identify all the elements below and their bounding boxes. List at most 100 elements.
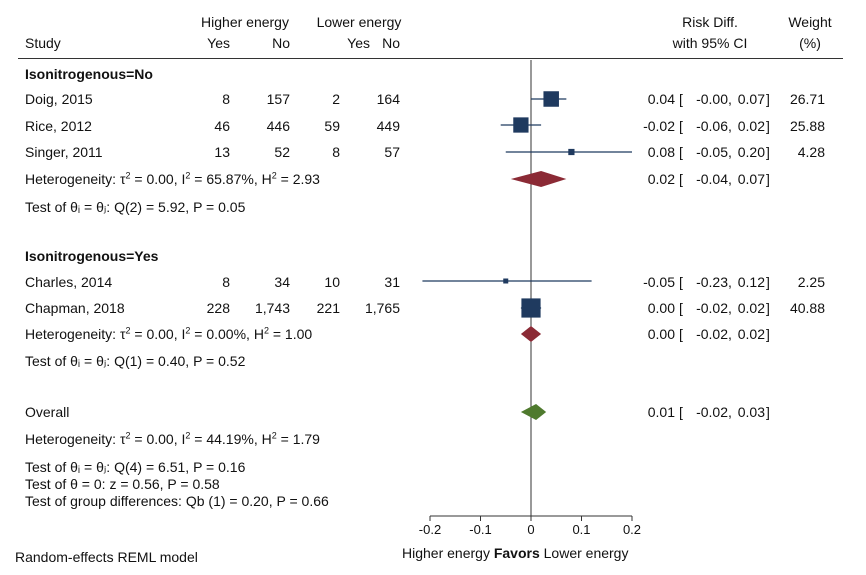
group2-yes-value: 59 (324, 118, 340, 134)
het-text: = 65.87%, H (190, 171, 272, 187)
test-theta-yes: Test of θᵢ = θⱼ: Q(1) = 0.40, P = 0.52 (25, 353, 246, 369)
weight-value: 26.71 (789, 91, 825, 107)
weight-value: 40.88 (789, 300, 825, 316)
group1-yes-value: 13 (214, 144, 230, 160)
test-theta-zero: Test of θ = 0: z = 0.56, P = 0.58 (25, 476, 220, 492)
rd-header-line1: Risk Diff. (682, 14, 738, 30)
ci-comma: , (728, 404, 732, 420)
group1-yes-header: Yes (207, 35, 230, 51)
group2-yes-value: 2 (332, 91, 340, 107)
ci-lower: -0.00 (696, 91, 728, 107)
ci-bracket-close: ] (766, 326, 770, 342)
header-rule (18, 58, 843, 59)
pooled-upper: 0.02 (737, 326, 765, 342)
ci-lower: -0.23 (696, 274, 728, 290)
het-text: = 0.00, I (130, 431, 186, 447)
rd-estimate: 0.00 (647, 300, 675, 316)
weight-header-line2: (%) (799, 35, 821, 51)
group2-no-value: 164 (376, 91, 400, 107)
pooled-lower: -0.02 (696, 326, 728, 342)
overall-rd: 0.01 (647, 404, 675, 420)
weight-value: 25.88 (789, 118, 825, 134)
het-text: Heterogeneity: τ (25, 326, 126, 342)
group1-yes-value: 8 (222, 274, 230, 290)
study-header: Study (25, 35, 61, 51)
rd-estimate: -0.05 (643, 274, 675, 290)
ci-bracket-close: ] (766, 404, 770, 420)
group2-yes-value: 10 (324, 274, 340, 290)
ci-bracket-close: ] (766, 118, 770, 134)
test-group-differences: Test of group differences: Qb (1) = 0.20… (25, 493, 329, 509)
group2-no-value: 1,765 (364, 300, 400, 316)
rd-header-line2: with 95% CI (672, 35, 748, 51)
group2-yes-value: 8 (332, 144, 340, 160)
het-text: Heterogeneity: τ (25, 431, 126, 447)
het-text: = 0.00, I (130, 171, 186, 187)
group1-header: Higher energy (201, 14, 289, 30)
ci-comma: , (728, 326, 732, 342)
het-text: = 1.79 (276, 431, 320, 447)
favors-left: Higher energy (402, 545, 490, 561)
group2-no-value: 31 (384, 274, 400, 290)
group1-yes-value: 46 (214, 118, 230, 134)
favors-mid: Favors (493, 545, 540, 561)
weight-value: 2.25 (797, 274, 825, 290)
overall-upper: 0.03 (737, 404, 765, 420)
x-tick-label: -0.1 (469, 522, 491, 537)
group1-no-value: 34 (274, 274, 290, 290)
ci-comma: , (728, 274, 732, 290)
group2-header: Lower energy (316, 14, 402, 30)
ci-bracket-open: [ (679, 274, 683, 290)
pooled-lower: -0.04 (696, 171, 728, 187)
study-name: Rice, 2012 (25, 118, 92, 134)
group2-no-value: 57 (384, 144, 400, 160)
het-text: = 2.93 (276, 171, 320, 187)
weight-value: 4.28 (797, 144, 825, 160)
pooled-diamond (520, 326, 542, 342)
pooled-upper: 0.07 (737, 171, 765, 187)
heterogeneity-overall: Heterogeneity: τ2 = 0.00, I2 = 44.19%, H… (25, 430, 320, 447)
group2-yes-header: Yes (347, 35, 370, 51)
study-name: Doig, 2015 (25, 91, 93, 107)
ci-bracket-close: ] (766, 171, 770, 187)
group2-no-header: No (382, 35, 400, 51)
test-theta-overall: Test of θᵢ = θⱼ: Q(4) = 6.51, P = 0.16 (25, 459, 246, 475)
het-text: = 0.00, I (130, 326, 186, 342)
study-box (568, 148, 575, 156)
ci-upper: 0.02 (737, 118, 765, 134)
ci-bracket-open: [ (679, 326, 683, 342)
overall-lower: -0.02 (696, 404, 728, 420)
ci-comma: , (728, 171, 732, 187)
x-tick-label: 0 (527, 522, 534, 537)
heterogeneity-no: Heterogeneity: τ2 = 0.00, I2 = 65.87%, H… (25, 170, 320, 187)
group1-no-header: No (272, 35, 290, 51)
pooled-rd: 0.02 (647, 171, 675, 187)
x-tick-label: 0.1 (572, 522, 590, 537)
group1-yes-value: 228 (206, 300, 230, 316)
subgroup-title-yes: Isonitrogenous=Yes (25, 248, 159, 264)
ci-bracket-open: [ (679, 404, 683, 420)
group1-yes-value: 8 (222, 91, 230, 107)
ci-upper: 0.07 (737, 91, 765, 107)
ci-bracket-close: ] (766, 91, 770, 107)
study-box (543, 91, 559, 107)
ci-bracket-close: ] (766, 300, 770, 316)
group1-no-value: 1,743 (254, 300, 290, 316)
ci-bracket-open: [ (679, 144, 683, 160)
study-box (521, 298, 541, 318)
study-name: Charles, 2014 (25, 274, 113, 290)
pooled-diamond (510, 171, 567, 187)
overall-label: Overall (25, 404, 70, 420)
ci-bracket-open: [ (679, 171, 683, 187)
ci-lower: -0.06 (696, 118, 728, 134)
rd-estimate: 0.08 (647, 144, 675, 160)
rd-estimate: -0.02 (643, 118, 675, 134)
weight-header-line1: Weight (788, 14, 832, 30)
subgroup-title-no: Isonitrogenous=No (25, 66, 153, 82)
favors-right: Lower energy (543, 545, 629, 561)
ci-bracket-close: ] (766, 144, 770, 160)
het-text: Heterogeneity: τ (25, 171, 126, 187)
group2-no-value: 449 (376, 118, 400, 134)
group2-yes-value: 221 (316, 300, 340, 316)
